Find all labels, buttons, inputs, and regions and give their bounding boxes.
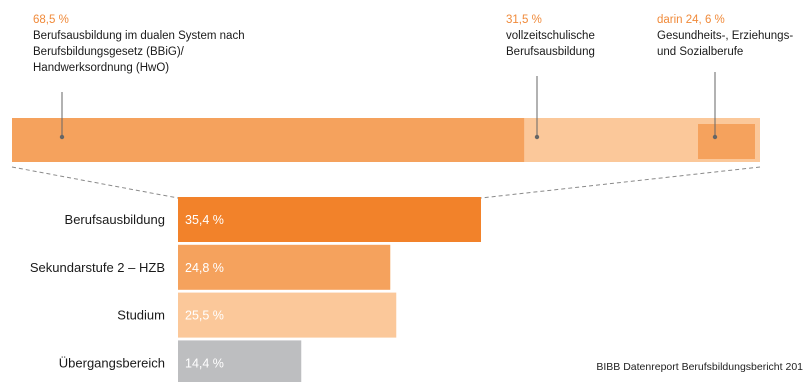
category-label-berufsausbildung: Berufsausbildung xyxy=(65,212,165,227)
annotation-dual-label: Berufsausbildung im dualen System nach B… xyxy=(33,30,245,74)
bar-uebergang xyxy=(178,340,302,382)
annotation-school-label: vollzeitschulische Berufsausbildung xyxy=(506,30,595,58)
annotation-health-label: Gesundheits-, Erziehungs- und Sozialberu… xyxy=(657,30,794,58)
bar-berufsausbildung xyxy=(178,197,481,242)
leader-school-dot xyxy=(534,134,540,140)
leader-health-dot xyxy=(712,134,718,140)
annotation-school: 31,5 % vollzeitschulische Berufsausbildu… xyxy=(506,12,595,60)
category-label-sekundarstufe: Sekundarstufe 2 – HZB xyxy=(30,260,165,275)
bar-sekundarstufe xyxy=(178,244,391,290)
funnel-line-right xyxy=(480,166,761,199)
stacked-bar-health-subset xyxy=(698,124,755,159)
annotation-health-value: darin 24, 6 % xyxy=(657,14,725,26)
annotation-school-value: 31,5 % xyxy=(506,14,542,26)
value-label-uebergang: 14,4 % xyxy=(185,356,224,370)
funnel-line-left xyxy=(11,166,179,199)
annotation-health: darin 24, 6 % Gesundheits-, Erziehungs- … xyxy=(657,12,793,60)
category-label-uebergang: Übergangsbereich xyxy=(59,355,165,370)
value-label-studium: 25,5 % xyxy=(185,309,224,323)
value-label-berufsausbildung: 35,4 % xyxy=(185,213,224,227)
bar-studium xyxy=(178,292,397,338)
annotation-dual: 68,5 % Berufsausbildung im dualen System… xyxy=(33,12,245,76)
category-label-studium: Studium xyxy=(117,308,165,323)
leader-dual-dot xyxy=(59,134,65,140)
value-label-sekundarstufe: 24,8 % xyxy=(185,261,224,275)
source-note: BIBB Datenreport Berufsbildungsbericht 2… xyxy=(596,361,803,373)
stacked-bar-dual xyxy=(12,118,525,162)
annotation-dual-value: 68,5 % xyxy=(33,14,69,26)
